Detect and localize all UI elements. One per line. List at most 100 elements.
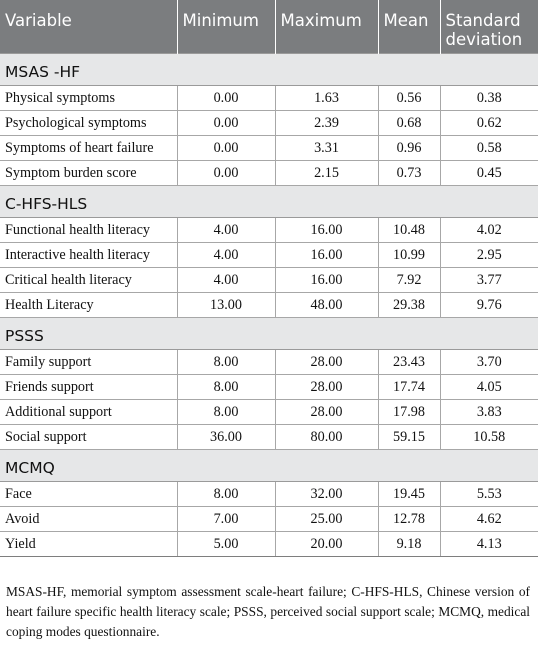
minimum-cell: 4.00 <box>177 217 276 243</box>
minimum-cell: 36.00 <box>177 424 276 450</box>
table-row: Interactive health literacy 4.00 16.00 10.9… <box>0 242 538 268</box>
section-row: PSSS <box>0 317 538 350</box>
variable-cell: Avoid <box>0 506 178 532</box>
section-title: C-HFS-HLS <box>0 185 538 218</box>
variable-cell: Family support <box>0 349 178 375</box>
minimum-cell: 0.00 <box>177 85 276 111</box>
standard-deviation-cell: 4.62 <box>440 506 538 532</box>
maximum-cell: 16.00 <box>275 217 379 243</box>
table-footnote: MSAS-HF, memorial symptom assessment sca… <box>6 584 530 640</box>
variable-cell: Functional health literacy <box>0 217 178 243</box>
variable-cell: Symptom burden score <box>0 160 178 186</box>
standard-deviation-cell: 9.76 <box>440 292 538 318</box>
maximum-cell: 28.00 <box>275 374 379 400</box>
table-row: Symptoms of heart failure 0.00 3.31 0.96 0.5… <box>0 135 538 161</box>
table-row: Functional health literacy 4.00 16.00 10.48… <box>0 217 538 243</box>
mean-cell: 23.43 <box>378 349 441 375</box>
variable-cell: Friends support <box>0 374 178 400</box>
table-header: Variable Minimum Maximum Mean Standard d… <box>0 0 538 54</box>
variable-cell: Critical health literacy <box>0 267 178 293</box>
mean-cell: 10.48 <box>378 217 441 243</box>
table-row: Face 8.00 32.00 19.45 5.53 <box>0 481 538 507</box>
section-row: C-HFS-HLS <box>0 185 538 218</box>
minimum-cell: 0.00 <box>177 160 276 186</box>
mean-cell: 0.73 <box>378 160 441 186</box>
variable-cell: Symptoms of heart failure <box>0 135 178 161</box>
standard-deviation-cell: 0.62 <box>440 110 538 136</box>
descriptive-statistics-table: Variable Minimum Maximum Mean Standard d… <box>0 0 538 557</box>
minimum-cell: 7.00 <box>177 506 276 532</box>
mean-cell: 0.96 <box>378 135 441 161</box>
standard-deviation-cell: 0.45 <box>440 160 538 186</box>
maximum-cell: 25.00 <box>275 506 379 532</box>
maximum-cell: 28.00 <box>275 399 379 425</box>
mean-cell: 0.56 <box>378 85 441 111</box>
header-mean: Mean <box>378 0 441 54</box>
variable-cell: Yield <box>0 531 178 557</box>
header-minimum: Minimum <box>177 0 276 54</box>
table-row: Symptom burden score 0.00 2.15 0.73 0.45 <box>0 160 538 186</box>
section-row: MSAS -HF <box>0 53 538 86</box>
mean-cell: 29.38 <box>378 292 441 318</box>
standard-deviation-cell: 4.02 <box>440 217 538 243</box>
maximum-cell: 32.00 <box>275 481 379 507</box>
mean-cell: 17.74 <box>378 374 441 400</box>
variable-cell: Physical symptoms <box>0 85 178 111</box>
minimum-cell: 8.00 <box>177 374 276 400</box>
maximum-cell: 2.15 <box>275 160 379 186</box>
mean-cell: 17.98 <box>378 399 441 425</box>
maximum-cell: 16.00 <box>275 267 379 293</box>
standard-deviation-cell: 2.95 <box>440 242 538 268</box>
minimum-cell: 8.00 <box>177 481 276 507</box>
mean-cell: 19.45 <box>378 481 441 507</box>
table-row: Yield 5.00 20.00 9.18 4.13 <box>0 531 538 557</box>
standard-deviation-cell: 0.38 <box>440 85 538 111</box>
header-standard-deviation: Standard deviation <box>440 0 538 54</box>
maximum-cell: 28.00 <box>275 349 379 375</box>
minimum-cell: 0.00 <box>177 135 276 161</box>
maximum-cell: 16.00 <box>275 242 379 268</box>
variable-cell: Interactive health literacy <box>0 242 178 268</box>
section-title: PSSS <box>0 317 538 350</box>
mean-cell: 9.18 <box>378 531 441 557</box>
standard-deviation-cell: 4.13 <box>440 531 538 557</box>
mean-cell: 10.99 <box>378 242 441 268</box>
standard-deviation-cell: 3.83 <box>440 399 538 425</box>
mean-cell: 12.78 <box>378 506 441 532</box>
maximum-cell: 20.00 <box>275 531 379 557</box>
section-title: MCMQ <box>0 449 538 482</box>
table-row: Social support 36.00 80.00 59.15 10.58 <box>0 424 538 450</box>
minimum-cell: 4.00 <box>177 267 276 293</box>
variable-cell: Psychological symptoms <box>0 110 178 136</box>
header-variable: Variable <box>0 0 178 54</box>
table-row: Family support 8.00 28.00 23.43 3.70 <box>0 349 538 375</box>
minimum-cell: 13.00 <box>177 292 276 318</box>
section-title: MSAS -HF <box>0 53 538 86</box>
table-row: Additional support 8.00 28.00 17.98 3.83 <box>0 399 538 425</box>
table-row: Critical health literacy 4.00 16.00 7.92 3.7… <box>0 267 538 293</box>
table-row: Physical symptoms 0.00 1.63 0.56 0.38 <box>0 85 538 111</box>
maximum-cell: 48.00 <box>275 292 379 318</box>
standard-deviation-cell: 3.70 <box>440 349 538 375</box>
header-maximum: Maximum <box>275 0 379 54</box>
mean-cell: 7.92 <box>378 267 441 293</box>
variable-cell: Social support <box>0 424 178 450</box>
mean-cell: 59.15 <box>378 424 441 450</box>
variable-cell: Health Literacy <box>0 292 178 318</box>
minimum-cell: 8.00 <box>177 399 276 425</box>
table-body: MSAS -HF Physical symptoms 0.00 1.63 0.56 0.3… <box>0 53 538 557</box>
section-row: MCMQ <box>0 449 538 482</box>
maximum-cell: 3.31 <box>275 135 379 161</box>
minimum-cell: 8.00 <box>177 349 276 375</box>
table-row: Psychological symptoms 0.00 2.39 0.68 0.62 <box>0 110 538 136</box>
table-row: Friends support 8.00 28.00 17.74 4.05 <box>0 374 538 400</box>
standard-deviation-cell: 10.58 <box>440 424 538 450</box>
minimum-cell: 4.00 <box>177 242 276 268</box>
table-row: Health Literacy 13.00 48.00 29.38 9.76 <box>0 292 538 318</box>
minimum-cell: 0.00 <box>177 110 276 136</box>
minimum-cell: 5.00 <box>177 531 276 557</box>
maximum-cell: 80.00 <box>275 424 379 450</box>
standard-deviation-cell: 0.58 <box>440 135 538 161</box>
standard-deviation-cell: 4.05 <box>440 374 538 400</box>
